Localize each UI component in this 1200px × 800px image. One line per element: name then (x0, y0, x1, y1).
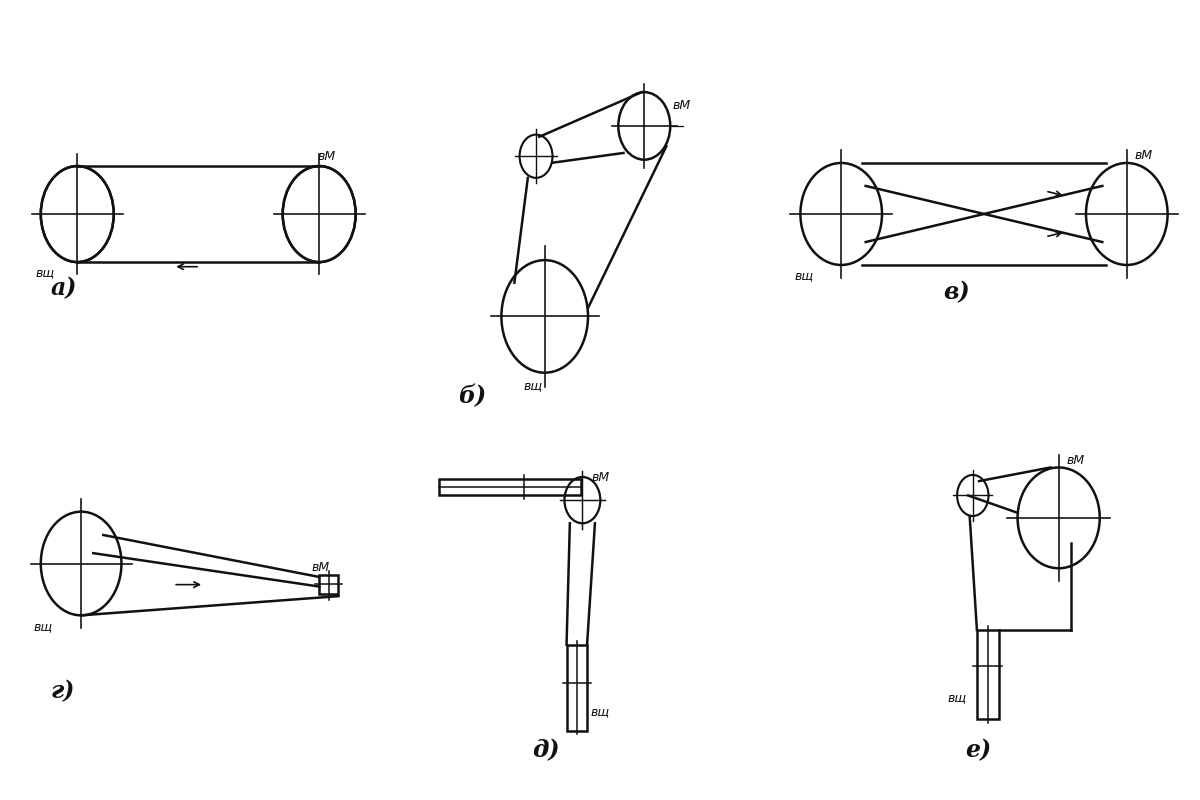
Bar (977, 630, 998, 719)
Text: вщ: вщ (794, 270, 814, 282)
Bar (566, 645, 587, 730)
Text: в): в) (943, 281, 970, 305)
Bar (439, 478, 581, 495)
Text: вщ: вщ (947, 690, 966, 704)
Text: вщ: вщ (523, 379, 542, 392)
Text: б): б) (458, 384, 486, 408)
Text: вщ: вщ (590, 706, 610, 718)
Text: вщ: вщ (34, 620, 53, 633)
Text: вМ: вМ (1135, 149, 1153, 162)
Text: вМ: вМ (312, 562, 330, 574)
Text: вМ: вМ (317, 150, 336, 163)
Text: вМ: вМ (672, 99, 690, 112)
Bar (319, 575, 338, 594)
Text: вМ: вМ (592, 470, 610, 483)
Text: а): а) (50, 276, 77, 300)
Text: д): д) (532, 738, 559, 762)
Text: г): г) (50, 679, 74, 703)
Text: вМ: вМ (1067, 454, 1085, 466)
Text: вщ: вщ (35, 266, 54, 280)
Text: е): е) (965, 738, 991, 762)
